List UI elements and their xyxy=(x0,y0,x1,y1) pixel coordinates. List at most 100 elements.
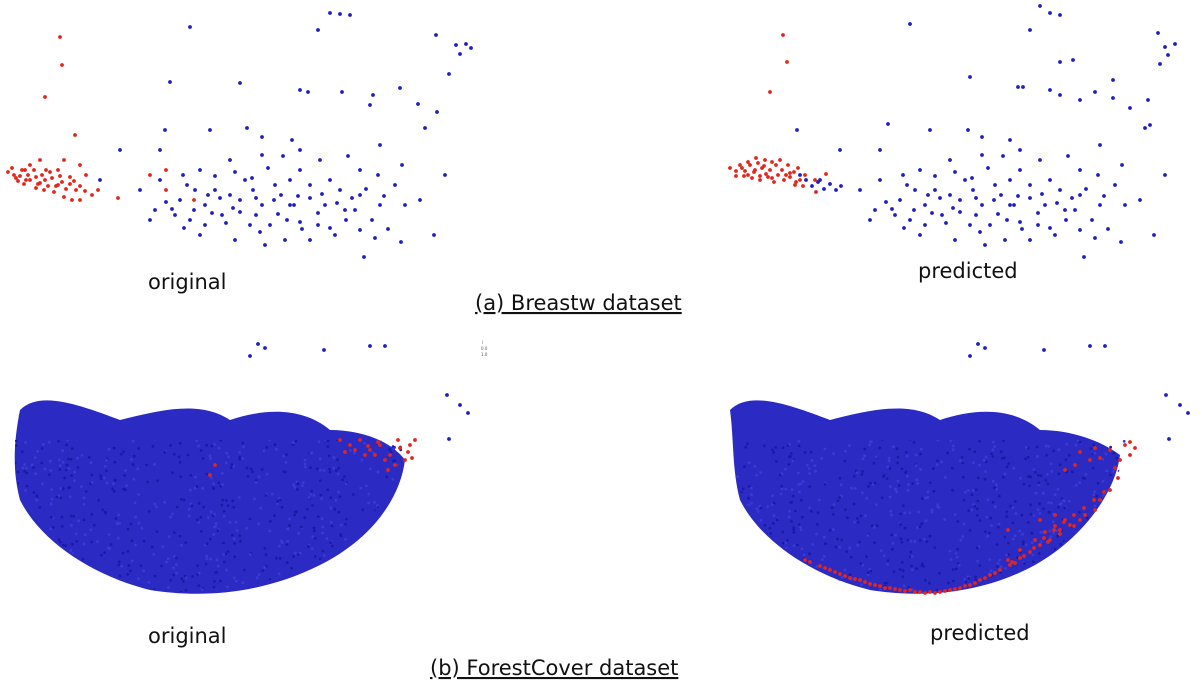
dense-point xyxy=(1104,499,1107,503)
dense-point xyxy=(90,473,94,477)
scatter-point-anomaly xyxy=(164,188,168,192)
dense-point xyxy=(409,400,412,403)
dense-point xyxy=(823,447,827,451)
dense-point xyxy=(735,545,738,549)
dense-point xyxy=(378,583,382,586)
dense-point xyxy=(912,403,915,406)
dense-point xyxy=(816,587,820,590)
dense-point xyxy=(18,556,21,560)
dense-point xyxy=(944,598,947,601)
dense-point xyxy=(884,581,888,585)
dense-point xyxy=(233,576,236,580)
dense-point xyxy=(787,463,791,466)
scatter-point-anomaly xyxy=(808,560,812,564)
dense-point xyxy=(912,597,915,600)
forestcover-original-blob xyxy=(14,400,406,594)
dense-point xyxy=(322,554,326,557)
dense-point xyxy=(326,574,330,578)
dense-point xyxy=(61,525,64,528)
scatter-point-normal xyxy=(290,138,294,142)
dense-point xyxy=(51,591,55,593)
dense-point xyxy=(980,402,983,405)
dense-point xyxy=(765,546,768,550)
dense-point xyxy=(50,515,53,519)
dense-point xyxy=(396,559,400,562)
dense-point xyxy=(246,475,250,478)
dense-point xyxy=(15,440,18,443)
dense-point xyxy=(276,500,279,503)
scatter-point-normal xyxy=(1164,393,1168,397)
dense-point xyxy=(121,551,125,555)
scatter-point-anomaly xyxy=(803,173,807,177)
scatter-point-anomaly xyxy=(1116,476,1120,480)
dense-point xyxy=(850,486,853,490)
scatter-point-anomaly xyxy=(1058,532,1062,536)
dense-point xyxy=(15,594,18,597)
dense-point xyxy=(977,403,980,406)
dense-point xyxy=(281,590,285,593)
dense-point xyxy=(779,559,783,563)
scatter-point-anomaly xyxy=(396,438,400,442)
dense-point xyxy=(61,578,65,582)
scatter-point-normal xyxy=(918,233,922,237)
dense-point xyxy=(53,554,56,558)
scatter-point-normal xyxy=(228,158,232,162)
dense-point xyxy=(806,463,809,467)
dense-point xyxy=(894,487,897,491)
dense-point xyxy=(392,459,395,463)
dense-point xyxy=(781,541,785,545)
scatter-point-normal xyxy=(368,103,372,107)
dense-point xyxy=(319,404,322,407)
dense-point xyxy=(368,467,372,471)
scatter-point-anomaly xyxy=(768,168,772,172)
dense-point xyxy=(212,482,216,486)
dense-point xyxy=(1042,491,1045,495)
dense-point xyxy=(35,498,39,502)
dense-point xyxy=(971,489,975,492)
dense-point xyxy=(255,576,259,580)
dense-point xyxy=(951,448,955,452)
scatter-point-normal xyxy=(1120,163,1124,167)
dense-point xyxy=(861,470,864,473)
dense-point xyxy=(971,594,974,597)
dense-point xyxy=(838,545,841,549)
dense-point xyxy=(315,467,319,471)
dense-point xyxy=(982,458,986,462)
scatter-point-anomaly xyxy=(1018,556,1022,560)
scatter-point-normal xyxy=(923,203,927,207)
dense-point xyxy=(1025,445,1028,449)
dense-point xyxy=(1091,452,1095,456)
dense-point xyxy=(118,402,121,405)
scatter-point-normal xyxy=(308,183,312,187)
dense-point xyxy=(863,447,867,451)
dense-point xyxy=(1109,445,1112,449)
dense-point xyxy=(180,544,183,547)
dense-point xyxy=(762,444,766,448)
dense-point xyxy=(808,506,811,510)
dense-point xyxy=(25,484,29,488)
dense-point xyxy=(24,520,28,524)
scatter-point-anomaly xyxy=(14,176,18,180)
scatter-point-normal xyxy=(316,223,320,227)
dense-point xyxy=(413,443,416,446)
scatter-point-normal xyxy=(1058,13,1062,17)
dense-point xyxy=(35,494,39,497)
scatter-point-normal xyxy=(1021,85,1025,89)
dense-point xyxy=(15,496,17,499)
dense-point xyxy=(349,566,352,570)
scatter-point-normal xyxy=(1008,138,1012,142)
dense-point xyxy=(175,505,179,509)
dense-point xyxy=(894,399,897,402)
dense-point xyxy=(839,483,843,487)
dense-point xyxy=(1086,516,1089,520)
dense-point xyxy=(800,498,803,502)
dense-point xyxy=(1127,524,1130,527)
dense-point xyxy=(172,573,176,577)
dense-point xyxy=(896,455,900,459)
dense-point xyxy=(1114,494,1118,498)
scatter-point-anomaly xyxy=(1128,440,1132,444)
dense-point xyxy=(747,582,751,586)
dense-point xyxy=(232,537,236,541)
dense-point xyxy=(284,584,288,588)
dense-point xyxy=(367,492,371,496)
